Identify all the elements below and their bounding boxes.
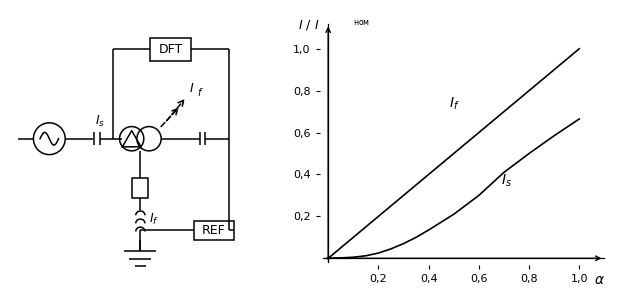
Text: $I_f$: $I_f$ bbox=[449, 95, 459, 112]
FancyBboxPatch shape bbox=[194, 221, 234, 240]
Text: $f$: $f$ bbox=[198, 86, 204, 98]
Text: $I$: $I$ bbox=[189, 82, 195, 95]
FancyBboxPatch shape bbox=[132, 178, 149, 198]
Text: $I_f$: $I_f$ bbox=[149, 212, 159, 227]
Text: $\alpha$: $\alpha$ bbox=[594, 273, 605, 287]
FancyBboxPatch shape bbox=[151, 38, 191, 61]
Text: $I_s$: $I_s$ bbox=[501, 173, 512, 189]
Text: $I\ /\ I$: $I\ /\ I$ bbox=[298, 18, 319, 32]
Text: $_{\mathregular{ном}}$: $_{\mathregular{ном}}$ bbox=[353, 18, 371, 28]
Text: DFT: DFT bbox=[159, 43, 183, 55]
Text: REF: REF bbox=[202, 224, 226, 237]
Text: $I_s$: $I_s$ bbox=[95, 114, 105, 129]
